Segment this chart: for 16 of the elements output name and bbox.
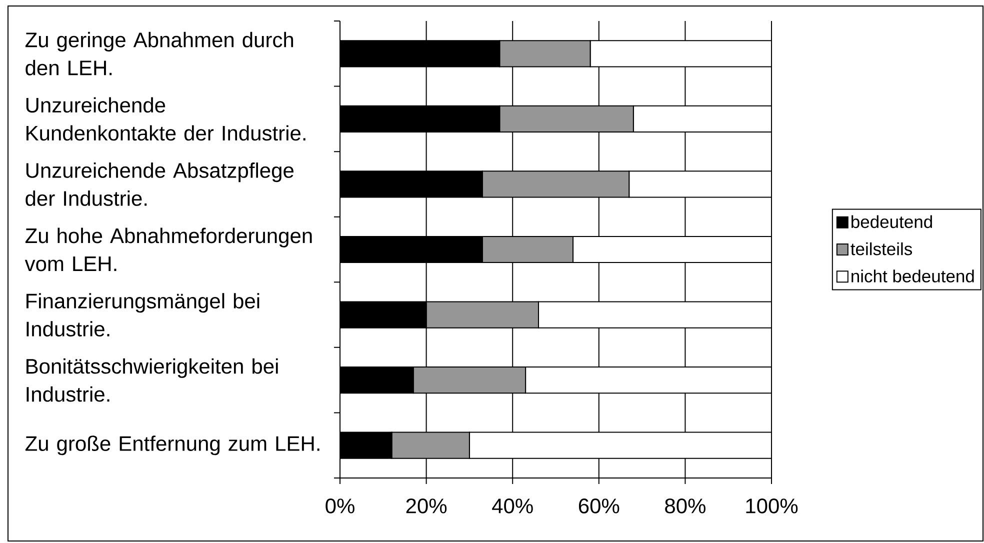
legend-label: bedeutend [852, 215, 932, 228]
y-tick-label: Zu hohe Abnahmeforderungen vom LEH. [24, 228, 312, 272]
x-tick-label: 40% [492, 498, 533, 514]
y-tick-label: Zu große Entfernung zum LEH. [25, 436, 320, 456]
y-tick-label: Finanzierungsmängel bei Industrie. [26, 293, 260, 336]
x-tick-label: 0% [326, 498, 354, 514]
legend-label: teilsteils [850, 242, 912, 256]
x-tick-label: 20% [406, 498, 447, 514]
legend-label: nicht bedeutend [852, 270, 974, 282]
x-tick-label: 100% [746, 498, 798, 514]
y-tick-label: Zu geringe Abnahmen durch den LEH. [25, 32, 294, 76]
y-tick-label: Bonitätsschwierigkeiten bei Industrie. [26, 358, 278, 402]
y-tick-label: Unzureichende Absatzpflege der Industrie. [26, 162, 294, 206]
y-tick-label: Unzureichende Kundenkontakte der Industrie. [26, 97, 306, 141]
x-tick-label: 60% [578, 498, 620, 514]
x-tick-label: 80% [665, 498, 706, 514]
